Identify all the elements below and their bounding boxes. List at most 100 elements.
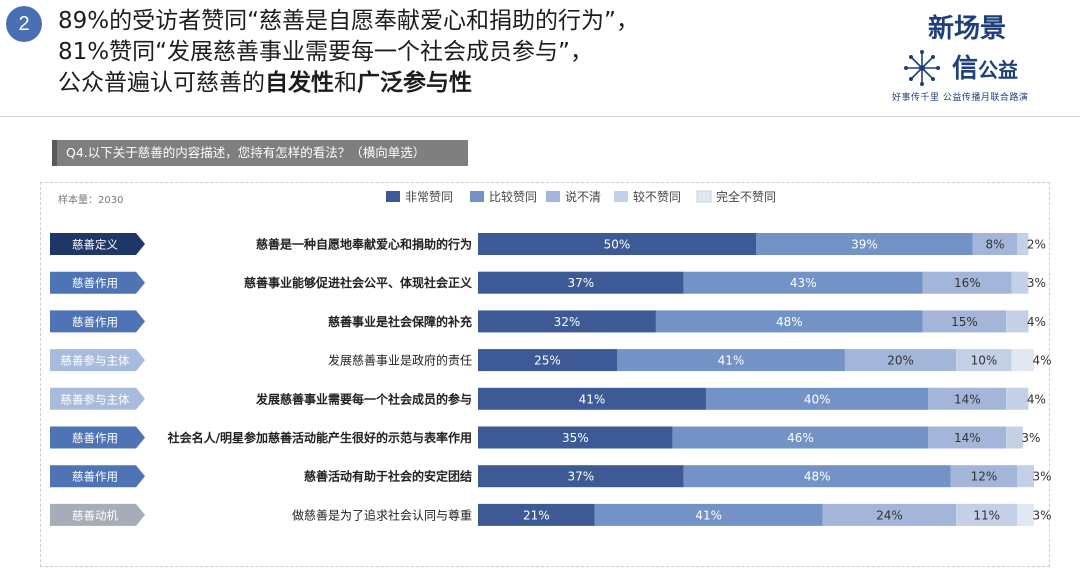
category-tag-label: 慈善定义 bbox=[72, 238, 118, 252]
data-label: 20% bbox=[887, 354, 914, 368]
data-label: 35% bbox=[562, 431, 589, 445]
bar-segment bbox=[922, 271, 1012, 294]
bar-segment bbox=[478, 465, 684, 488]
category-tag bbox=[50, 387, 145, 410]
legend-swatch bbox=[546, 191, 560, 202]
legend-label: 说不清 bbox=[565, 189, 601, 204]
statement-label: 发展慈善事业是政府的责任 bbox=[328, 353, 472, 368]
bar-segment bbox=[1011, 349, 1034, 372]
headline-line-3-mid: 和 bbox=[334, 70, 357, 96]
category-tag-label: 慈善参与主体 bbox=[61, 392, 130, 406]
data-label: 10% bbox=[971, 354, 998, 368]
category-tag-label: 慈善作用 bbox=[72, 315, 118, 329]
statement-label: 发展慈善事业需要每一个社会成员的参与 bbox=[255, 391, 472, 406]
bar-segment bbox=[478, 349, 617, 372]
bar-segment bbox=[928, 387, 1007, 410]
category-tag-label: 慈善作用 bbox=[72, 470, 118, 484]
question-text: Q4.以下关于慈善的内容描述，您持有怎样的看法？（横向单选） bbox=[66, 145, 426, 160]
sample-size: 样本量：2030 bbox=[58, 195, 124, 206]
data-label: 12% bbox=[971, 470, 998, 484]
legend-swatch bbox=[386, 191, 400, 202]
headline-emphasis-2: 广泛参与性 bbox=[357, 70, 472, 96]
legend-label: 非常赞同 bbox=[405, 190, 453, 204]
data-label: 46% bbox=[787, 431, 814, 445]
header-divider bbox=[0, 116, 1080, 117]
statement-label: 慈善活动有助于社会的安定团结 bbox=[304, 469, 472, 484]
legend-swatch bbox=[614, 191, 628, 202]
legend-swatch bbox=[470, 191, 484, 202]
bar-segment bbox=[478, 310, 656, 333]
data-label: 32% bbox=[554, 315, 581, 329]
category-tag bbox=[50, 426, 145, 449]
legend-label: 完全不赞同 bbox=[716, 189, 776, 204]
data-label: 15% bbox=[951, 315, 978, 329]
bar-segment bbox=[594, 503, 823, 526]
data-label: 16% bbox=[954, 276, 981, 290]
data-label: 14% bbox=[954, 431, 981, 445]
bar-segment bbox=[478, 426, 673, 449]
bar-segment bbox=[972, 233, 1018, 255]
category-tag bbox=[50, 349, 145, 372]
bar-segment bbox=[478, 271, 684, 294]
category-tag bbox=[50, 271, 145, 294]
data-label: 37% bbox=[568, 276, 595, 290]
logo-line-2: 信公益 bbox=[952, 48, 1018, 85]
logo-line-2a: 信 bbox=[952, 54, 979, 84]
bar-segment bbox=[928, 426, 1007, 449]
bar-segment bbox=[1006, 426, 1023, 449]
bar-segment bbox=[1006, 387, 1029, 410]
bar-segment bbox=[956, 503, 1018, 526]
logo-line-2b: 公益 bbox=[978, 58, 1019, 82]
bar-segment bbox=[844, 349, 957, 372]
headline-emphasis-1: 自发性 bbox=[265, 70, 334, 96]
bar-segment bbox=[655, 310, 923, 333]
category-tag bbox=[50, 233, 145, 255]
bar-segment bbox=[822, 503, 957, 526]
category-tag bbox=[50, 465, 145, 488]
category-tag-label: 慈善参与主体 bbox=[61, 354, 130, 368]
legend-swatch bbox=[696, 190, 712, 203]
data-label: 14% bbox=[954, 392, 981, 406]
data-label: 39% bbox=[851, 238, 878, 252]
logo-slogan: 好事传千里 公益传播月联合路演 bbox=[892, 93, 1029, 103]
category-tag-label: 慈善动机 bbox=[72, 508, 118, 522]
category-tag-label: 慈善作用 bbox=[72, 276, 118, 290]
data-label: 21% bbox=[523, 508, 550, 522]
bar-segment bbox=[1017, 503, 1034, 526]
bar-segment bbox=[1011, 271, 1029, 294]
data-label: 48% bbox=[776, 315, 803, 329]
bar-segment bbox=[1017, 233, 1029, 255]
question-banner: Q4.以下关于慈善的内容描述，您持有怎样的看法？（横向单选） bbox=[52, 140, 468, 166]
section-number-badge: 2 bbox=[6, 6, 42, 42]
statement-label: 社会名人/明星参加慈善活动能产生很好的示范与表率作用 bbox=[167, 430, 472, 445]
bar-segment bbox=[1006, 310, 1029, 333]
bar-segment bbox=[1017, 465, 1034, 488]
category-tag bbox=[50, 310, 145, 333]
data-label: 40% bbox=[804, 392, 831, 406]
data-label: 24% bbox=[876, 508, 903, 522]
data-label: 48% bbox=[804, 470, 831, 484]
bar-segment bbox=[950, 465, 1018, 488]
bar-segment bbox=[922, 310, 1007, 333]
bar-segment bbox=[617, 349, 845, 372]
data-label: 41% bbox=[718, 354, 745, 368]
bar-segment bbox=[683, 271, 923, 294]
question-banner-accent bbox=[52, 140, 57, 166]
headline-line-3-prefix: 公众普遍认可慈善的 bbox=[58, 70, 265, 96]
data-label: 2% bbox=[1027, 238, 1046, 252]
data-label: 11% bbox=[973, 508, 1000, 522]
bar-segment bbox=[672, 426, 929, 449]
bar-segment bbox=[478, 233, 756, 255]
statement-label: 慈善事业是社会保障的补充 bbox=[328, 314, 472, 329]
category-tag-label: 慈善作用 bbox=[72, 431, 118, 445]
bar-segment bbox=[478, 503, 595, 526]
legend-label: 较不赞同 bbox=[633, 189, 681, 204]
bar-segment bbox=[683, 465, 951, 488]
data-label: 4% bbox=[1032, 354, 1051, 368]
data-label: 3% bbox=[1032, 508, 1051, 522]
data-label: 41% bbox=[695, 508, 722, 522]
data-label: 4% bbox=[1027, 315, 1046, 329]
data-label: 4% bbox=[1027, 392, 1046, 406]
data-label: 3% bbox=[1032, 470, 1051, 484]
data-label: 37% bbox=[568, 470, 595, 484]
